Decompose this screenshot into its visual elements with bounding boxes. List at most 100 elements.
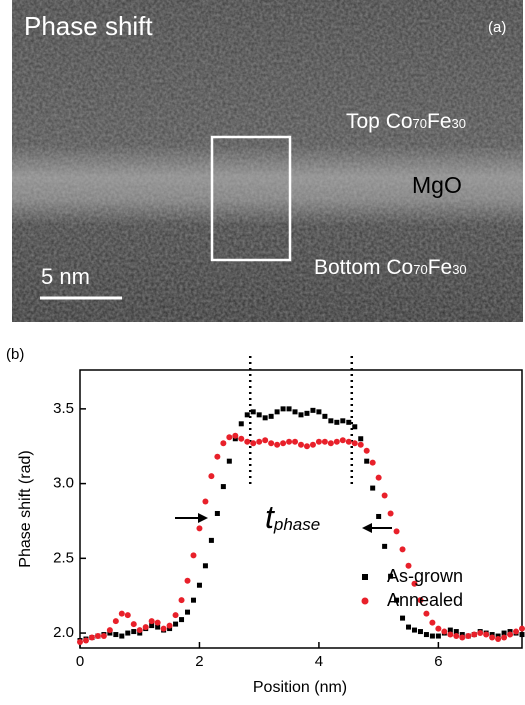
point [167,623,173,629]
x-axis-label: Position (nm) [253,679,347,696]
point [149,618,155,624]
point [268,440,274,446]
panel-label: (b) [6,346,24,363]
label-part: Bottom Co [314,256,413,279]
x-tick-label: 0 [76,653,84,670]
point [364,459,369,464]
point [113,632,118,637]
y-tick-label: 2.5 [53,549,74,566]
micrograph: Phase shift (a) Top Co70Fe30 MgO Bottom … [12,0,523,322]
point [352,424,357,429]
label-part: Top Co [346,110,413,133]
image-title: Phase shift [24,11,153,41]
y-tick-label: 3.0 [53,475,74,492]
point [459,635,465,641]
point [346,420,351,425]
top-label: Top Co70Fe30 [346,110,466,133]
panel-label: (a) [488,19,506,36]
point [418,629,423,634]
point [125,612,131,618]
point [328,418,333,423]
arrow-head [362,523,372,533]
point [304,411,309,416]
point [173,612,179,618]
point [190,552,196,558]
point [471,632,477,638]
point [423,611,429,617]
annotation: tphase [265,499,320,535]
point [119,634,124,639]
point [209,538,214,543]
legend-marker [362,574,368,580]
point [447,632,453,638]
point [299,412,304,417]
point [304,443,310,449]
point [495,636,501,642]
point [322,414,327,419]
point [376,514,381,519]
point [131,629,136,634]
label-sub: 30 [452,116,466,131]
point [244,439,250,445]
arrow-head [198,513,208,523]
x-tick-label: 6 [434,653,442,670]
point [453,633,459,639]
point [400,546,406,552]
point [388,510,394,516]
point [83,638,89,644]
point [435,626,441,632]
point [137,627,143,633]
point [95,633,101,639]
label-sub: 70 [413,116,427,131]
point [489,635,495,641]
point [316,439,322,445]
point [293,409,298,414]
point [239,421,244,426]
x-tick-label: 4 [315,653,323,670]
point [483,632,489,638]
point [208,473,214,479]
point [274,442,280,448]
point [77,639,83,645]
point [238,436,244,442]
point [310,442,316,448]
point [287,406,292,411]
point [424,632,429,637]
point [376,475,382,481]
point [251,409,256,414]
point [316,409,321,414]
point [328,440,334,446]
point [394,528,400,534]
point [286,439,292,445]
y-tick-label: 3.5 [53,400,74,417]
point [250,440,256,446]
legend-marker [362,598,369,605]
point [173,622,178,627]
point [155,620,161,626]
point [185,610,190,615]
point [113,618,119,624]
point [400,616,405,621]
bottom-label: Bottom Co70Fe30 [314,256,467,279]
point [429,620,435,626]
point [352,440,358,446]
point [322,439,328,445]
point [226,434,232,440]
point [203,563,208,568]
label-sub: 30 [452,262,466,277]
point [507,632,513,638]
legend-label: As-grown [387,566,463,586]
point [185,578,191,584]
label-part: Fe [428,256,453,279]
point [436,634,441,639]
y-axis-label: Phase shift (rad) [17,450,34,567]
legend-label: Annealed [387,590,463,610]
point [519,626,525,632]
point [340,437,346,443]
point [143,624,149,630]
point [245,412,250,417]
point [520,632,525,637]
point [292,439,298,445]
point [310,408,315,413]
point [227,459,232,464]
